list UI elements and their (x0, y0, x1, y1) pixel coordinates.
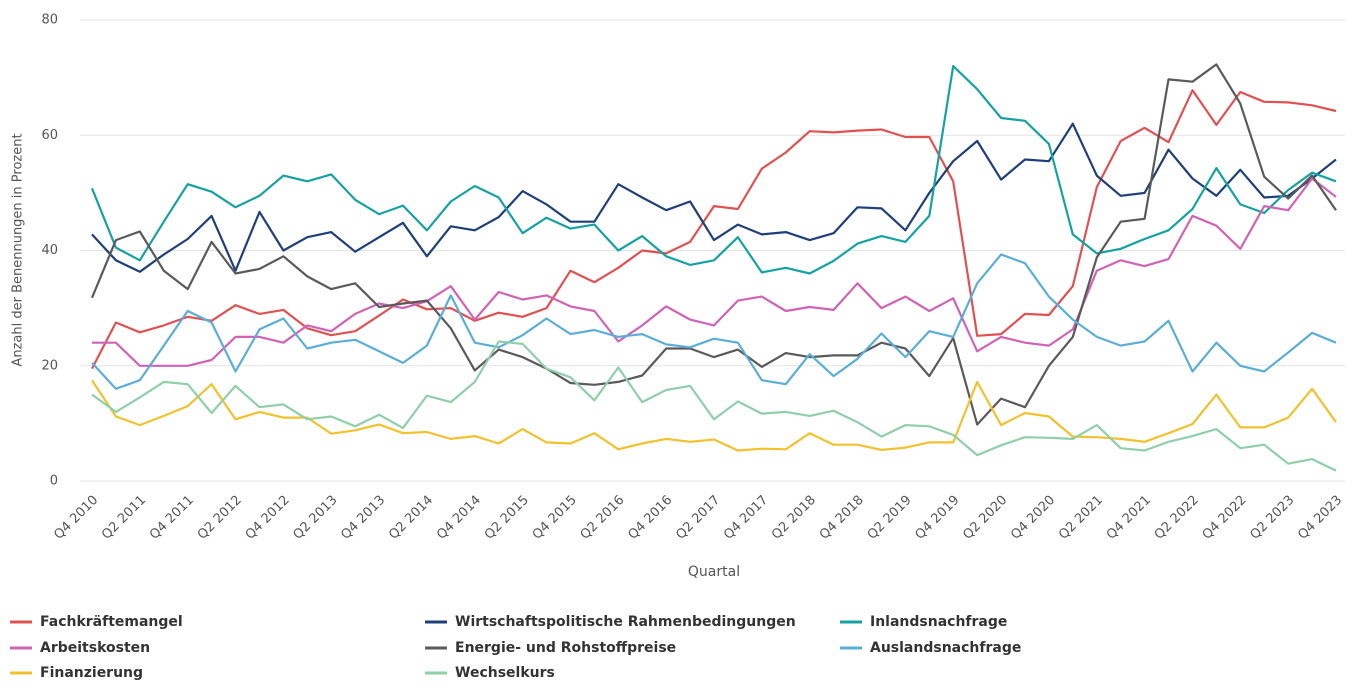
x-tick-label: Q4 2022 (1200, 493, 1250, 543)
x-tick-label: Q2 2015 (482, 493, 532, 543)
y-tick-label: 60 (41, 128, 58, 143)
x-tick-label: Q2 2018 (769, 493, 819, 543)
x-tick-label: Q4 2013 (338, 493, 388, 543)
x-tick-label: Q2 2014 (386, 493, 436, 543)
series-line (90, 63, 1337, 426)
series-line (91, 379, 1337, 452)
x-tick-label: Q4 2012 (243, 493, 293, 543)
series-line (90, 65, 1337, 275)
x-tick-label: Q4 2023 (1295, 493, 1345, 543)
x-tick-label: Q2 2021 (1056, 493, 1106, 543)
series-line (91, 89, 1337, 370)
x-tick-label: Q2 2011 (99, 493, 149, 543)
x-tick-label: Q2 2016 (578, 493, 628, 543)
legend-label: Wechselkurs (455, 665, 555, 681)
legend-label: Auslandsnachfrage (870, 640, 1021, 656)
x-tick-label: Q2 2017 (673, 493, 723, 543)
x-tick-label: Q4 2011 (147, 493, 197, 543)
x-tick-label: Q4 2021 (1104, 493, 1154, 543)
series-line (91, 340, 1337, 472)
y-tick-label: 0 (50, 474, 58, 489)
x-tick-label: Q2 2020 (960, 493, 1010, 543)
legend-label: Energie- und Rohstoffpreise (455, 640, 676, 656)
x-tick-label: Q4 2015 (530, 493, 580, 543)
series-line (92, 177, 1337, 367)
x-tick-label: Q2 2013 (291, 493, 341, 543)
y-axis-title: Anzahl der Benennungen in Prozent (11, 133, 26, 366)
x-tick-label: Q2 2019 (865, 493, 915, 543)
x-tick-label: Q4 2010 (51, 493, 101, 543)
legend-label: Wirtschaftspolitische Rahmenbedingungen (455, 614, 796, 630)
series-line (91, 122, 1337, 273)
x-tick-label: Q4 2017 (721, 493, 771, 543)
y-tick-label: 40 (41, 243, 58, 258)
x-tick-label: Q4 2020 (1008, 493, 1058, 543)
y-tick-label: 20 (41, 358, 58, 373)
legend-label: Finanzierung (40, 665, 143, 681)
x-tick-label: Q4 2014 (434, 493, 484, 543)
y-tick-label: 80 (41, 13, 58, 28)
legend-label: Inlandsnachfrage (870, 614, 1007, 630)
legend-label: Fachkräftemangel (40, 614, 183, 630)
x-axis-title: Quartal (688, 564, 740, 580)
x-tick-label: Q4 2016 (625, 493, 675, 543)
legend-label: Arbeitskosten (40, 640, 150, 656)
x-tick-label: Q2 2023 (1247, 493, 1297, 543)
series-line (91, 253, 1337, 390)
x-tick-label: Q2 2012 (195, 493, 245, 543)
x-tick-label: Q4 2018 (817, 493, 867, 543)
x-tick-label: Q4 2019 (913, 493, 963, 543)
x-tick-label: Q2 2022 (1152, 493, 1202, 543)
